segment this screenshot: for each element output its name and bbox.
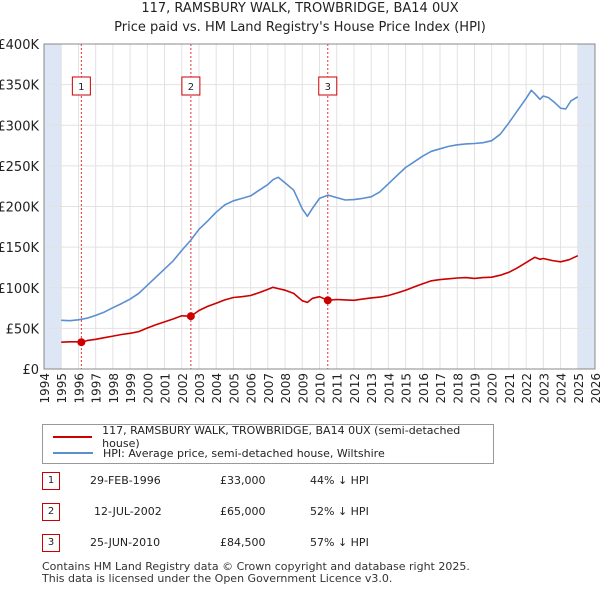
legend-hpi-label: HPI: Average price, semi-detached house,… bbox=[103, 446, 385, 460]
legend-item-price: 117, RAMSBURY WALK, TROWBRIDGE, BA14 0UX… bbox=[53, 424, 493, 450]
transaction-date: 25-JUN-2010 bbox=[90, 536, 161, 549]
x-tick-label: 2002 bbox=[176, 373, 190, 404]
legend-item-hpi: HPI: Average price, semi-detached house,… bbox=[53, 445, 385, 461]
x-tick-label: 1999 bbox=[124, 373, 138, 404]
x-tick-label: 1995 bbox=[55, 373, 69, 404]
x-tick-label: 1996 bbox=[72, 373, 86, 404]
transaction-price: £33,000 bbox=[220, 474, 266, 487]
transaction-hpi: 44% ↓ HPI bbox=[310, 474, 369, 487]
price-series-line bbox=[61, 254, 579, 343]
plot-border bbox=[43, 43, 596, 370]
x-tick-label: 2006 bbox=[245, 373, 259, 404]
x-tick-label: 2012 bbox=[348, 373, 362, 404]
x-tick-label: 2016 bbox=[417, 373, 431, 404]
legend-price-label: 117, RAMSBURY WALK, TROWBRIDGE, BA14 0UX… bbox=[102, 424, 461, 450]
hpi-series-line bbox=[61, 89, 579, 322]
marker-number: 3 bbox=[325, 82, 331, 93]
transaction-date: 12-JUL-2002 bbox=[94, 505, 162, 518]
footer-licence: This data is licensed under the Open Gov… bbox=[42, 572, 393, 585]
x-tick-label: 2024 bbox=[555, 373, 569, 404]
x-tick-label: 2010 bbox=[314, 373, 328, 404]
marker-box bbox=[71, 76, 91, 96]
price-chart: 1 2 3 £0 £50K £100K £150K £200K £250K £300K £350K £… bbox=[0, 38, 600, 404]
transaction-date: 29-FEB-1996 bbox=[90, 474, 161, 487]
chart-title: 117, RAMSBURY WALK, TROWBRIDGE, BA14 0UX bbox=[141, 1, 459, 16]
legend-price-line bbox=[53, 436, 93, 438]
footer: Contains HM Land Registry data © Crown c… bbox=[42, 561, 470, 585]
x-tick-label: 2019 bbox=[468, 373, 482, 404]
x-tick-label: 2023 bbox=[537, 373, 551, 404]
x-tick-label: 2015 bbox=[400, 373, 414, 404]
x-tick-label: 2026 bbox=[589, 373, 600, 404]
transaction-number: 3 bbox=[42, 534, 60, 552]
x-tick-label: 1994 bbox=[38, 373, 52, 404]
x-tick-label: 2007 bbox=[262, 373, 276, 404]
transaction-marker-label: 3 bbox=[318, 76, 338, 96]
sale-point bbox=[186, 312, 195, 321]
transaction-marker-label: 2 bbox=[181, 76, 201, 96]
y-tick-label: £300K bbox=[0, 119, 39, 134]
transaction-price: £65,000 bbox=[220, 505, 266, 518]
legend: 117, RAMSBURY WALK, TROWBRIDGE, BA14 0UX… bbox=[42, 424, 494, 464]
chart-subtitle: Price paid vs. HM Land Registry's House … bbox=[114, 20, 486, 35]
marker-box bbox=[181, 76, 201, 96]
x-tick-label: 2008 bbox=[279, 373, 293, 404]
x-tick-label: 2005 bbox=[227, 373, 241, 404]
sale-point bbox=[323, 296, 332, 305]
y-tick-label: £100K bbox=[0, 282, 39, 297]
table-row: 1 29-FEB-1996 £33,000 44% ↓ HPI bbox=[42, 472, 462, 490]
transaction-hpi: 57% ↓ HPI bbox=[310, 536, 369, 549]
y-tick-label: £50K bbox=[6, 322, 40, 337]
sale-point bbox=[77, 338, 86, 347]
table-row: 2 12-JUL-2002 £65,000 52% ↓ HPI bbox=[42, 503, 462, 521]
transaction-hpi: 52% ↓ HPI bbox=[310, 505, 369, 518]
x-tick-label: 2013 bbox=[365, 373, 379, 404]
x-tick-label: 2020 bbox=[486, 373, 500, 404]
legend-hpi-line bbox=[53, 452, 93, 454]
x-tick-label: 2001 bbox=[159, 373, 173, 404]
x-tick-label: 2009 bbox=[296, 373, 310, 404]
y-tick-label: £150K bbox=[0, 241, 39, 256]
table-row: 3 25-JUN-2010 £84,500 57% ↓ HPI bbox=[42, 534, 462, 552]
y-tick-label: £350K bbox=[0, 79, 39, 94]
transaction-price: £84,500 bbox=[220, 536, 266, 549]
x-tick-label: 2014 bbox=[382, 373, 396, 404]
x-tick-label: 2011 bbox=[331, 373, 345, 404]
marker-box bbox=[318, 76, 338, 96]
x-tick-label: 2021 bbox=[503, 373, 517, 404]
y-tick-label: £250K bbox=[0, 160, 39, 175]
x-tick-label: 1997 bbox=[90, 373, 104, 404]
y-tick-label: £400K bbox=[0, 38, 39, 53]
x-tick-label: 2003 bbox=[193, 373, 207, 404]
x-tick-label: 2025 bbox=[572, 373, 586, 404]
footer-copyright: Contains HM Land Registry data © Crown c… bbox=[42, 560, 470, 573]
x-tick-label: 2017 bbox=[434, 373, 448, 404]
x-tick-label: 2018 bbox=[451, 373, 465, 404]
x-tick-label: 2022 bbox=[520, 373, 534, 404]
x-tick-label: 2004 bbox=[210, 373, 224, 404]
marker-number: 2 bbox=[188, 82, 194, 93]
transaction-number: 2 bbox=[42, 503, 60, 521]
transaction-marker-label: 1 bbox=[71, 76, 91, 96]
x-tick-label: 1998 bbox=[107, 373, 121, 404]
y-tick-label: £200K bbox=[0, 201, 39, 216]
x-tick-label: 2000 bbox=[141, 373, 155, 404]
transaction-number: 1 bbox=[42, 472, 60, 490]
marker-number: 1 bbox=[78, 82, 84, 93]
y-tick-label: £0 bbox=[22, 363, 39, 378]
